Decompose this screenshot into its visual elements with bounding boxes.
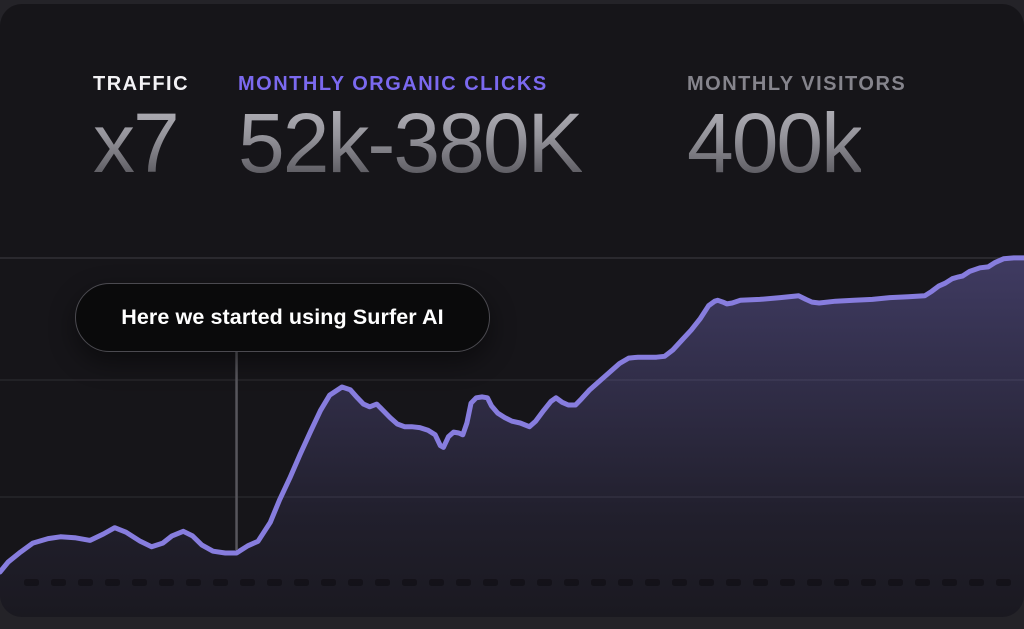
stat-traffic-label: TRAFFIC (93, 73, 190, 95)
stat-monthly-organic-clicks-value: 52k-380K (238, 96, 584, 190)
x-axis-tick-marks (24, 579, 1011, 586)
stat-traffic-value: x7 (93, 96, 180, 190)
annotation-tooltip: Here we started using Surfer AI (75, 283, 490, 352)
stat-monthly-visitors-value: 400k (687, 96, 863, 190)
card-inner: TRAFFIC x7 MONTHLY ORGANIC CLICKS 52k-38… (0, 4, 1024, 617)
chart-area-fill (0, 257, 1024, 617)
stat-monthly-visitors-label: MONTHLY VISITORS (687, 73, 907, 95)
stat-traffic: TRAFFIC x7 (93, 72, 189, 185)
traffic-area-chart (0, 255, 1024, 617)
stat-monthly-organic-clicks: MONTHLY ORGANIC CLICKS 52k-380K (238, 72, 584, 190)
stat-monthly-organic-clicks-label: MONTHLY ORGANIC CLICKS (238, 73, 548, 95)
stat-monthly-visitors: MONTHLY VISITORS 400k (687, 72, 906, 185)
annotation-text: Here we started using Surfer AI (121, 305, 444, 329)
chart-line (0, 255, 1024, 575)
stats-card: TRAFFIC x7 MONTHLY ORGANIC CLICKS 52k-38… (0, 4, 1024, 617)
stats-header: TRAFFIC x7 MONTHLY ORGANIC CLICKS 52k-38… (0, 72, 1024, 192)
